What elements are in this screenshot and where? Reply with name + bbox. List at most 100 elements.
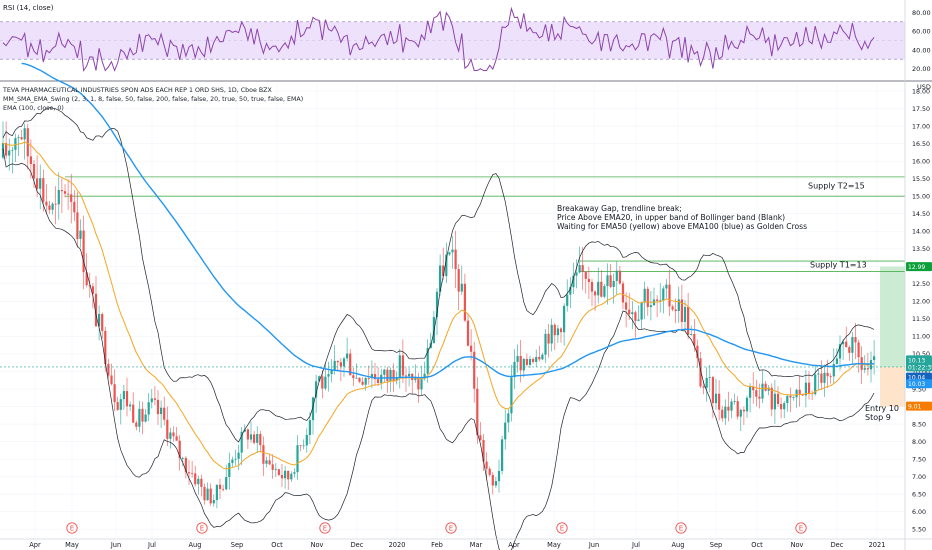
candle-body — [268, 460, 271, 465]
price-tag — [906, 401, 932, 411]
candle-body — [736, 401, 739, 417]
candle-body — [435, 291, 439, 318]
candle-body — [823, 372, 826, 383]
candle-body — [290, 473, 293, 480]
candle-body — [231, 459, 234, 463]
bollinger-upper-band — [2, 107, 875, 443]
candle-body — [693, 333, 696, 346]
price-tick-label: 15.50 — [912, 176, 930, 183]
candle-body — [17, 137, 20, 139]
candle-body — [119, 399, 122, 410]
candle-body — [364, 378, 367, 385]
candle-body — [501, 439, 504, 471]
candle-body — [287, 470, 290, 480]
candle-body — [51, 203, 54, 210]
candle-body — [866, 368, 869, 370]
candle-body — [587, 278, 590, 282]
candle-body — [848, 347, 851, 353]
price-tick-label: 18.00 — [912, 88, 930, 95]
candle-body — [212, 500, 215, 504]
rsi-tick-label: 80.00 — [912, 9, 931, 17]
time-tick-label: Apr — [508, 541, 520, 549]
candle-body — [854, 337, 857, 343]
candle-body — [575, 272, 578, 276]
candle-body — [569, 287, 572, 295]
supply-t1-label: Supply T1=13 — [810, 261, 867, 270]
candle-body — [175, 436, 178, 441]
candle-body — [256, 434, 259, 443]
candle-body — [528, 358, 532, 365]
candle-body — [373, 374, 377, 380]
candle-body — [600, 281, 603, 297]
time-tick-label: Sep — [710, 541, 722, 549]
candle-body — [209, 488, 212, 504]
candle-body — [510, 377, 513, 414]
candle-body — [218, 484, 222, 489]
candle-body — [113, 384, 116, 403]
candle-body — [730, 401, 733, 411]
time-axis[interactable]: Apr May Jun Jul Aug Sep Oct Nov Dec 2020 Feb Mar Apr… — [29, 541, 885, 549]
time-tick-label: May — [65, 541, 79, 549]
price-tick-label: 11.00 — [912, 334, 930, 341]
candle-body — [67, 193, 70, 195]
candle-body — [718, 393, 721, 410]
candle-body — [42, 178, 45, 202]
candle-body — [367, 378, 370, 379]
candle-body — [628, 309, 631, 315]
profit-target-zone[interactable] — [880, 266, 905, 367]
stop-loss-zone[interactable] — [880, 366, 905, 407]
candle-body — [625, 302, 628, 310]
candle-body — [721, 409, 724, 419]
candle-body — [330, 370, 333, 375]
candle-body — [832, 363, 835, 377]
candle-body — [237, 452, 240, 459]
candle-body — [197, 478, 200, 485]
candle-body — [129, 404, 132, 407]
candle-body — [342, 358, 346, 367]
time-tick-label: 2020 — [389, 541, 406, 549]
candle-body — [525, 358, 528, 365]
earnings-marker-icon — [319, 522, 331, 534]
candle-body — [556, 328, 559, 336]
candle-body — [649, 305, 652, 308]
candle-body — [308, 420, 311, 435]
price-tick-label: 17.00 — [912, 123, 930, 130]
candle-body — [572, 275, 575, 288]
candle-body — [147, 402, 150, 415]
price-tick-label: 7.00 — [912, 474, 926, 481]
price-tag — [906, 355, 932, 365]
candle-body — [473, 351, 476, 389]
candle-body — [618, 270, 621, 284]
candle-body — [14, 138, 17, 150]
candle-body — [150, 398, 153, 403]
bollinger-lower-band — [2, 148, 875, 550]
candle-body — [240, 431, 243, 453]
candle-body — [70, 194, 73, 202]
candle-body — [153, 398, 156, 400]
candle-body — [637, 319, 640, 321]
price-tick-label: 16.00 — [912, 158, 930, 165]
candle-body — [559, 328, 563, 333]
price-tag — [906, 379, 932, 389]
candle-body — [305, 434, 308, 446]
supply-t2-label: Supply T2=15 — [808, 182, 865, 191]
candle-body — [786, 395, 789, 404]
supply-levels[interactable] — [65, 176, 905, 272]
note-line-2: Price Above EMA20, in upper band of Boll… — [557, 213, 785, 222]
candle-body — [88, 285, 91, 287]
price-tick-label: 11.50 — [912, 316, 930, 323]
candle-body — [82, 230, 85, 273]
candle-body — [513, 361, 516, 378]
candle-body — [333, 360, 336, 371]
candle-body — [687, 306, 690, 335]
earnings-marker-label: E — [200, 525, 204, 533]
candle-body — [491, 474, 494, 486]
earnings-marker-icon — [196, 522, 208, 534]
candle-body — [851, 337, 854, 353]
price-axis[interactable]: 18.00 17.50 17.00 16.50 16.00 15.50 15.00 14.50… — [912, 88, 930, 533]
candle-body — [135, 422, 138, 427]
candle-body — [724, 406, 727, 419]
candle-body — [516, 356, 519, 362]
